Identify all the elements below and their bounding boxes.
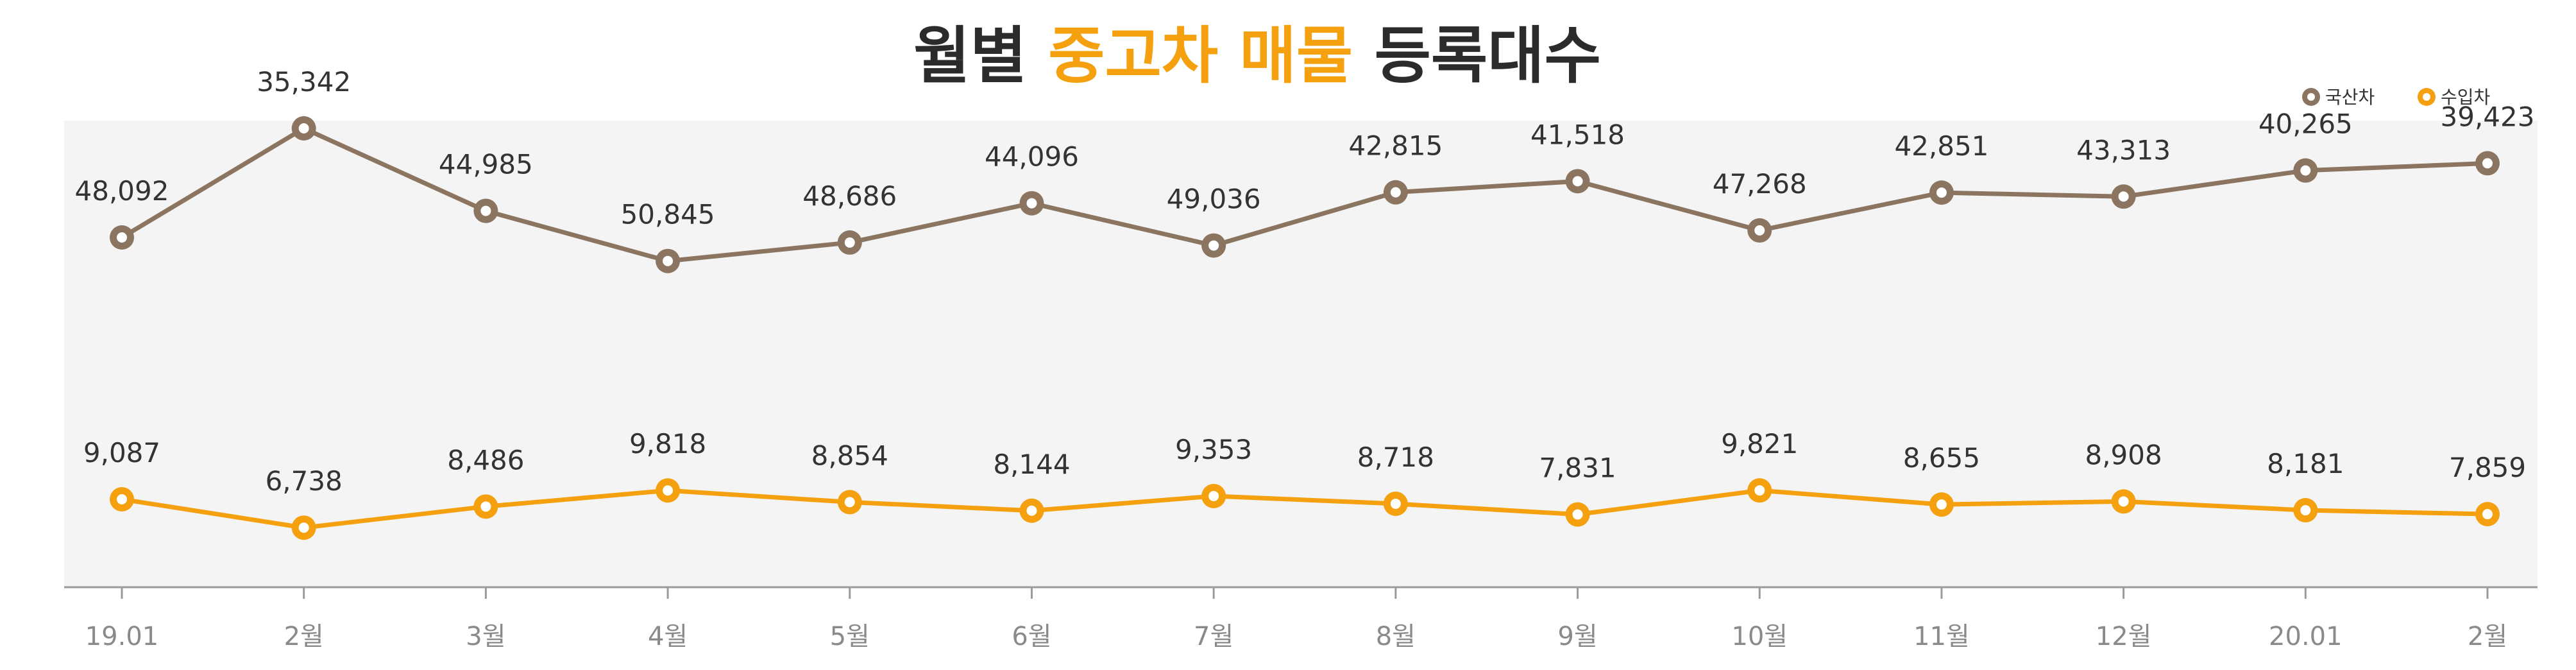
title-accent: 중고차 매물 <box>1048 20 1353 92</box>
data-label-imported: 8,908 <box>2085 439 2162 470</box>
data-label-imported: 6,738 <box>266 465 343 497</box>
data-point-center <box>1390 187 1401 198</box>
data-label-domestic: 43,313 <box>2076 134 2171 166</box>
x-tick-label: 12월 <box>2096 622 2152 651</box>
series-imported: 9,087 6,738 8,486 9,818 8,854 8,144 9,353 8,718… <box>83 428 2526 540</box>
data-label-domestic: 49,036 <box>1167 184 1261 215</box>
data-label-imported: 8,486 <box>447 444 524 476</box>
series-line-imported <box>121 488 2488 530</box>
legend-label-imported: 수입차 <box>2441 87 2490 108</box>
data-point-center <box>663 255 674 266</box>
x-tick-label: 8월 <box>1376 622 1416 651</box>
data-label-domestic: 44,096 <box>985 141 1079 173</box>
data-point-center <box>117 494 127 504</box>
data-point-center <box>298 123 309 133</box>
data-point-center <box>1936 187 1947 198</box>
data-label-imported: 8,655 <box>1903 442 1980 474</box>
x-tick-label: 10월 <box>1731 622 1788 651</box>
data-point-center <box>844 497 855 508</box>
x-tick-label: 11월 <box>1913 622 1970 651</box>
data-point-center <box>844 237 855 248</box>
data-label-imported: 7,831 <box>1539 452 1616 484</box>
x-tick-label: 9월 <box>1557 622 1597 651</box>
data-point-center <box>2300 505 2311 516</box>
data-label-domestic: 50,845 <box>621 199 715 230</box>
data-point-center <box>2300 165 2311 176</box>
data-point-center <box>2118 496 2129 507</box>
x-tick-label: 2월 <box>2468 622 2507 651</box>
title-part1: 월별 <box>913 20 1048 92</box>
chart-title: 월별 중고차 매물 등록대수 <box>913 20 1601 92</box>
data-label-domestic: 48,092 <box>75 175 169 207</box>
data-point-center <box>298 522 309 533</box>
data-label-domestic: 39,423 <box>2441 101 2535 132</box>
data-label-imported: 7,859 <box>2449 452 2526 483</box>
data-label-domestic: 44,985 <box>439 149 533 180</box>
data-point-center <box>480 501 491 512</box>
x-tick-label: 20.01 <box>2269 622 2343 651</box>
data-point-center <box>2482 509 2493 520</box>
data-point-center <box>1572 176 1583 187</box>
legend: 국산차 수입차 <box>2302 87 2490 108</box>
x-tick-label: 19.01 <box>85 622 159 651</box>
x-tick-label: 6월 <box>1012 622 1051 651</box>
data-label-domestic: 40,265 <box>2258 108 2353 140</box>
series-domestic: 48,092 35,342 44,985 50,845 48,686 44,096 49,0… <box>75 66 2535 273</box>
data-label-imported: 8,718 <box>1357 442 1434 473</box>
legend-label-domestic: 국산차 <box>2325 87 2375 108</box>
data-label-imported: 8,144 <box>993 449 1070 480</box>
data-point-center <box>117 232 127 243</box>
data-label-imported: 9,087 <box>83 437 160 468</box>
x-tick-label: 3월 <box>466 622 505 651</box>
data-point-center <box>1026 505 1037 516</box>
data-point-center <box>1754 225 1765 236</box>
x-tick-label: 7월 <box>1194 622 1233 651</box>
data-point-center <box>2118 191 2129 202</box>
data-label-domestic: 41,518 <box>1530 119 1625 150</box>
data-label-domestic: 47,268 <box>1713 168 1807 200</box>
series-line-domestic <box>121 126 2488 264</box>
x-axis-ticks: 19.01 2월 3월 4월 5월 6월 7월 8월 9월 10월 11월 12월 20.01 2월 <box>85 587 2507 651</box>
title-part2: 등록대수 <box>1353 20 1601 92</box>
data-point-center <box>1572 509 1583 520</box>
data-label-imported: 9,353 <box>1175 434 1252 465</box>
data-point-center <box>1754 485 1765 496</box>
data-label-imported: 9,818 <box>629 428 706 460</box>
data-point-center <box>1208 240 1219 251</box>
data-point-center <box>663 485 674 496</box>
data-label-domestic: 48,686 <box>802 180 897 212</box>
data-label-domestic: 35,342 <box>257 66 351 98</box>
data-label-imported: 8,181 <box>2267 448 2344 479</box>
x-tick-label: 4월 <box>648 622 688 651</box>
data-label-imported: 9,821 <box>1721 428 1798 460</box>
data-point-center <box>480 205 491 216</box>
data-label-domestic: 42,815 <box>1348 130 1443 162</box>
x-tick-label: 2월 <box>284 622 324 651</box>
data-point-center <box>1936 499 1947 510</box>
data-point-center <box>1026 198 1037 209</box>
data-point-center <box>1390 498 1401 509</box>
data-label-imported: 8,854 <box>811 440 888 471</box>
data-point-center <box>2482 158 2493 169</box>
data-label-domestic: 42,851 <box>1894 130 1988 162</box>
x-tick-label: 5월 <box>830 622 870 651</box>
data-point-center <box>1208 490 1219 501</box>
